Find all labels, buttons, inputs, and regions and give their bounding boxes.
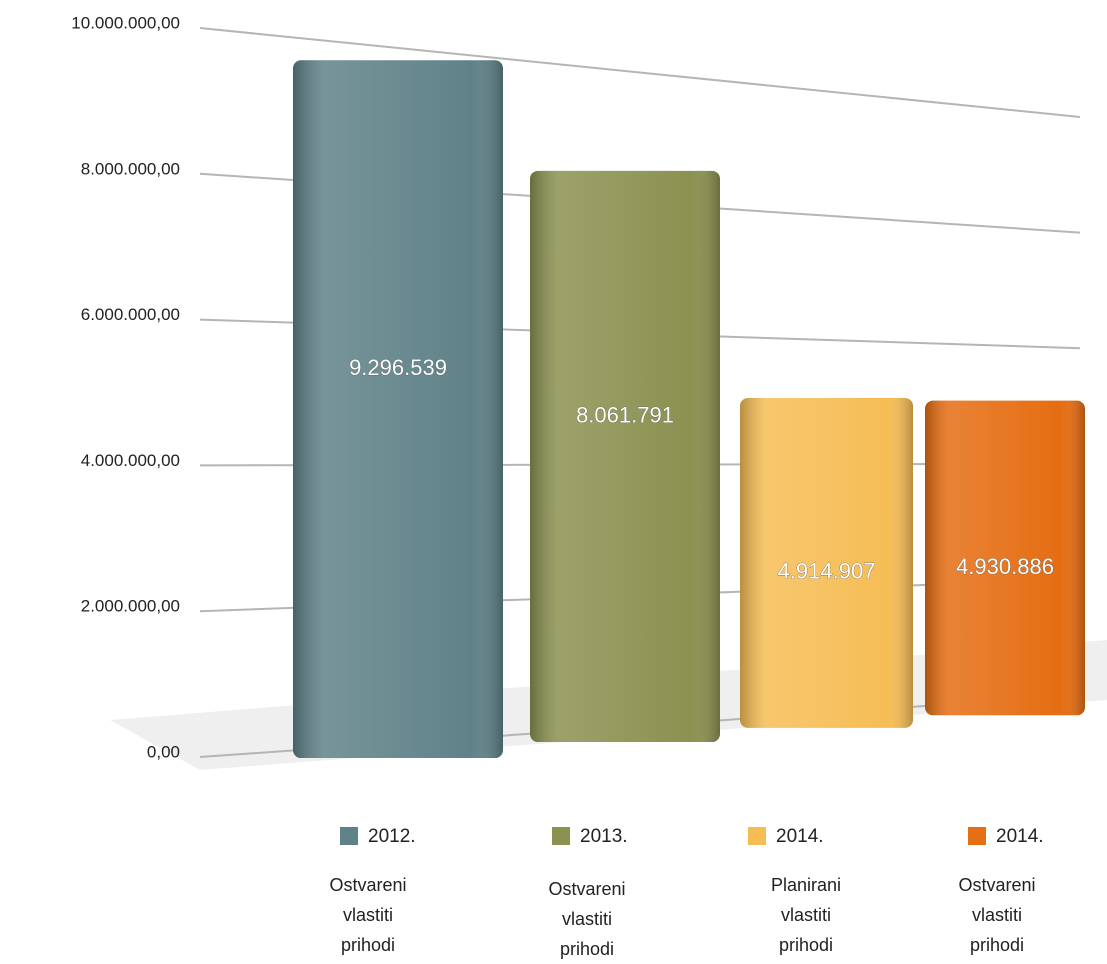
bar-shade <box>293 60 503 759</box>
y-tick-label: 8.000.000,00 <box>81 159 180 178</box>
y-tick-label: 4.000.000,00 <box>81 451 180 470</box>
y-tick-label: 2.000.000,00 <box>81 597 180 616</box>
value-label: 4.914.907 <box>778 559 876 584</box>
bar-shade <box>740 397 913 728</box>
y-tick-label: 0,00 <box>147 742 180 761</box>
category-description: Planirani vlastiti prihodi <box>770 875 842 955</box>
bar-shade <box>530 170 720 743</box>
legend-swatch <box>552 827 570 845</box>
category-description: Ostvareni vlastiti prihodi <box>958 875 1036 955</box>
category-description: Ostvareni vlastiti prihodi <box>329 875 407 955</box>
value-label: 9.296.539 <box>349 355 447 380</box>
grid-line <box>199 27 1081 118</box>
legend-swatch <box>340 827 358 845</box>
value-label: 8.061.791 <box>576 402 674 427</box>
legend-swatch <box>968 827 986 845</box>
legend-label: 2013. <box>580 826 628 847</box>
bar-shade <box>925 400 1085 716</box>
y-tick-label: 10.000.000,00 <box>71 13 180 32</box>
legend-swatch <box>748 827 766 845</box>
y-tick-label: 6.000.000,00 <box>81 305 180 324</box>
value-label: 4.930.886 <box>956 554 1054 579</box>
legend-label: 2012. <box>368 826 416 847</box>
legend-label: 2014. <box>996 826 1044 847</box>
legend-label: 2014. <box>776 826 824 847</box>
